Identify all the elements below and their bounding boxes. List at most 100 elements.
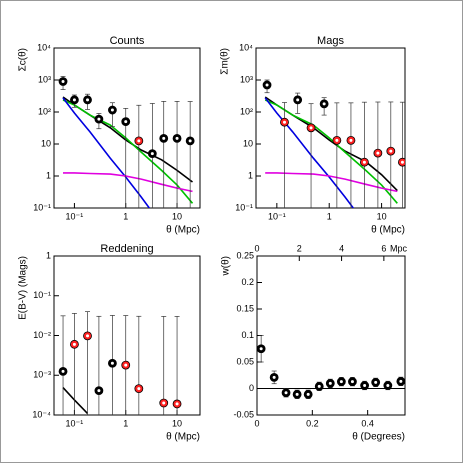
y-axis-label: w(θ) (221, 256, 232, 276)
x-axis-label: θ (Mpc) (371, 225, 405, 236)
x-tick-label: 10⁻¹ (66, 211, 84, 221)
data-point-center (309, 126, 313, 130)
x-tick-label: 0 (254, 418, 259, 428)
data-point-center (137, 139, 141, 143)
data-point-center (284, 391, 288, 395)
y-tick-label: 0.25 (236, 250, 254, 260)
data-point-center (124, 120, 128, 124)
x-tick-label: 10 (172, 211, 182, 221)
data-point-center (374, 380, 378, 384)
plot-area (58, 311, 182, 415)
data-point-center (86, 98, 90, 102)
data-point-center (386, 383, 390, 387)
data-point-center (97, 117, 101, 121)
data-point-center (339, 380, 343, 384)
data-point-center (150, 152, 154, 156)
y-tick-label: 0.2 (241, 277, 254, 287)
data-point-center (175, 136, 179, 140)
y-tick-label: 10⁻¹ (33, 290, 51, 300)
x-axis-label: θ (Mpc) (166, 432, 200, 443)
data-point-center (322, 102, 326, 106)
data-point-center (400, 160, 404, 164)
y-tick-label: -0.05 (233, 409, 254, 419)
y-tick-label: 10⁻³ (33, 370, 51, 380)
y-tick-label: 10⁻⁴ (32, 409, 51, 419)
data-point-center (72, 98, 76, 102)
y-axis-label: Σc(θ) (18, 48, 29, 71)
plot-frame (53, 47, 201, 209)
x-tick-label: 10 (172, 418, 182, 428)
data-point-center (61, 369, 65, 373)
data-point-center (376, 151, 380, 155)
plot-frame (255, 47, 406, 209)
y-tick-label: 1 (46, 250, 51, 260)
y-tick-label: 0.05 (236, 356, 254, 366)
data-point-center (350, 380, 354, 384)
x-tick-label: 1 (327, 211, 332, 221)
x2-tick-label: 0 (254, 243, 259, 253)
y-axis-label: E(B-V) (Mags) (18, 256, 29, 320)
model-curve (62, 387, 89, 414)
model-curve (265, 172, 398, 193)
data-point-center (265, 83, 269, 87)
data-point-center (363, 383, 367, 387)
x-tick-label: 10⁻¹ (66, 418, 84, 428)
data-point-center (175, 402, 179, 406)
data-point-center (317, 384, 321, 388)
y-tick-label: 0 (249, 383, 254, 393)
data-point-center (72, 342, 76, 346)
y-tick-label: 10³ (240, 74, 253, 84)
y-tick-label: 10 (41, 138, 51, 148)
data-point-center (328, 381, 332, 385)
x-tick-label: 0.2 (306, 418, 319, 428)
x2-tick-label: 2 (297, 243, 302, 253)
chart-title: Mags (317, 35, 344, 47)
x-tick-label: 1 (123, 418, 128, 428)
data-point-center (259, 347, 263, 351)
data-point-center (296, 98, 300, 102)
y-tick-label: 10² (38, 106, 51, 116)
y-tick-label: 0.1 (241, 330, 254, 340)
data-point-center (162, 136, 166, 140)
y-tick-label: 1 (46, 170, 51, 180)
model-curve (264, 97, 355, 208)
data-point-center (282, 120, 286, 124)
data-point-center (389, 149, 393, 153)
x-tick-label: 10⁻¹ (268, 211, 286, 221)
y-tick-label: 10⁻¹ (235, 202, 253, 212)
data-point-center (362, 160, 366, 164)
x2-tick-label: 6 (381, 243, 386, 253)
data-point-center (272, 375, 276, 379)
chart-title: Counts (110, 35, 145, 47)
data-point-center (349, 138, 353, 142)
plot-frame (256, 255, 406, 416)
data-point-center (97, 389, 101, 393)
data-point-center (110, 361, 114, 365)
data-point-center (61, 79, 65, 83)
data-point-center (162, 401, 166, 405)
data-point-center (86, 334, 90, 338)
y-tick-label: 1 (248, 170, 253, 180)
data-point-center (399, 379, 403, 383)
y-axis-label: Σm(θ) (220, 48, 231, 75)
model-curve (264, 99, 398, 204)
x-tick-label: 0.4 (361, 418, 374, 428)
data-point-center (110, 108, 114, 112)
y-tick-label: 10³ (38, 74, 51, 84)
data-point-center (335, 138, 339, 142)
x-tick-label: 10 (377, 211, 387, 221)
plot-frame (53, 255, 201, 416)
y-tick-label: 10⁻¹ (33, 202, 51, 212)
y-tick-label: 10⁴ (239, 42, 253, 52)
plot-area (262, 79, 405, 208)
data-point-center (306, 392, 310, 396)
data-point-center (295, 392, 299, 396)
data-point-center (188, 139, 192, 143)
x-tick-label: 1 (123, 211, 128, 221)
x-axis-label: θ (Degrees) (352, 432, 405, 443)
plot-area (257, 335, 405, 399)
chart-title: Reddening (100, 243, 153, 255)
data-point-center (124, 363, 128, 367)
data-point-center (137, 387, 141, 391)
